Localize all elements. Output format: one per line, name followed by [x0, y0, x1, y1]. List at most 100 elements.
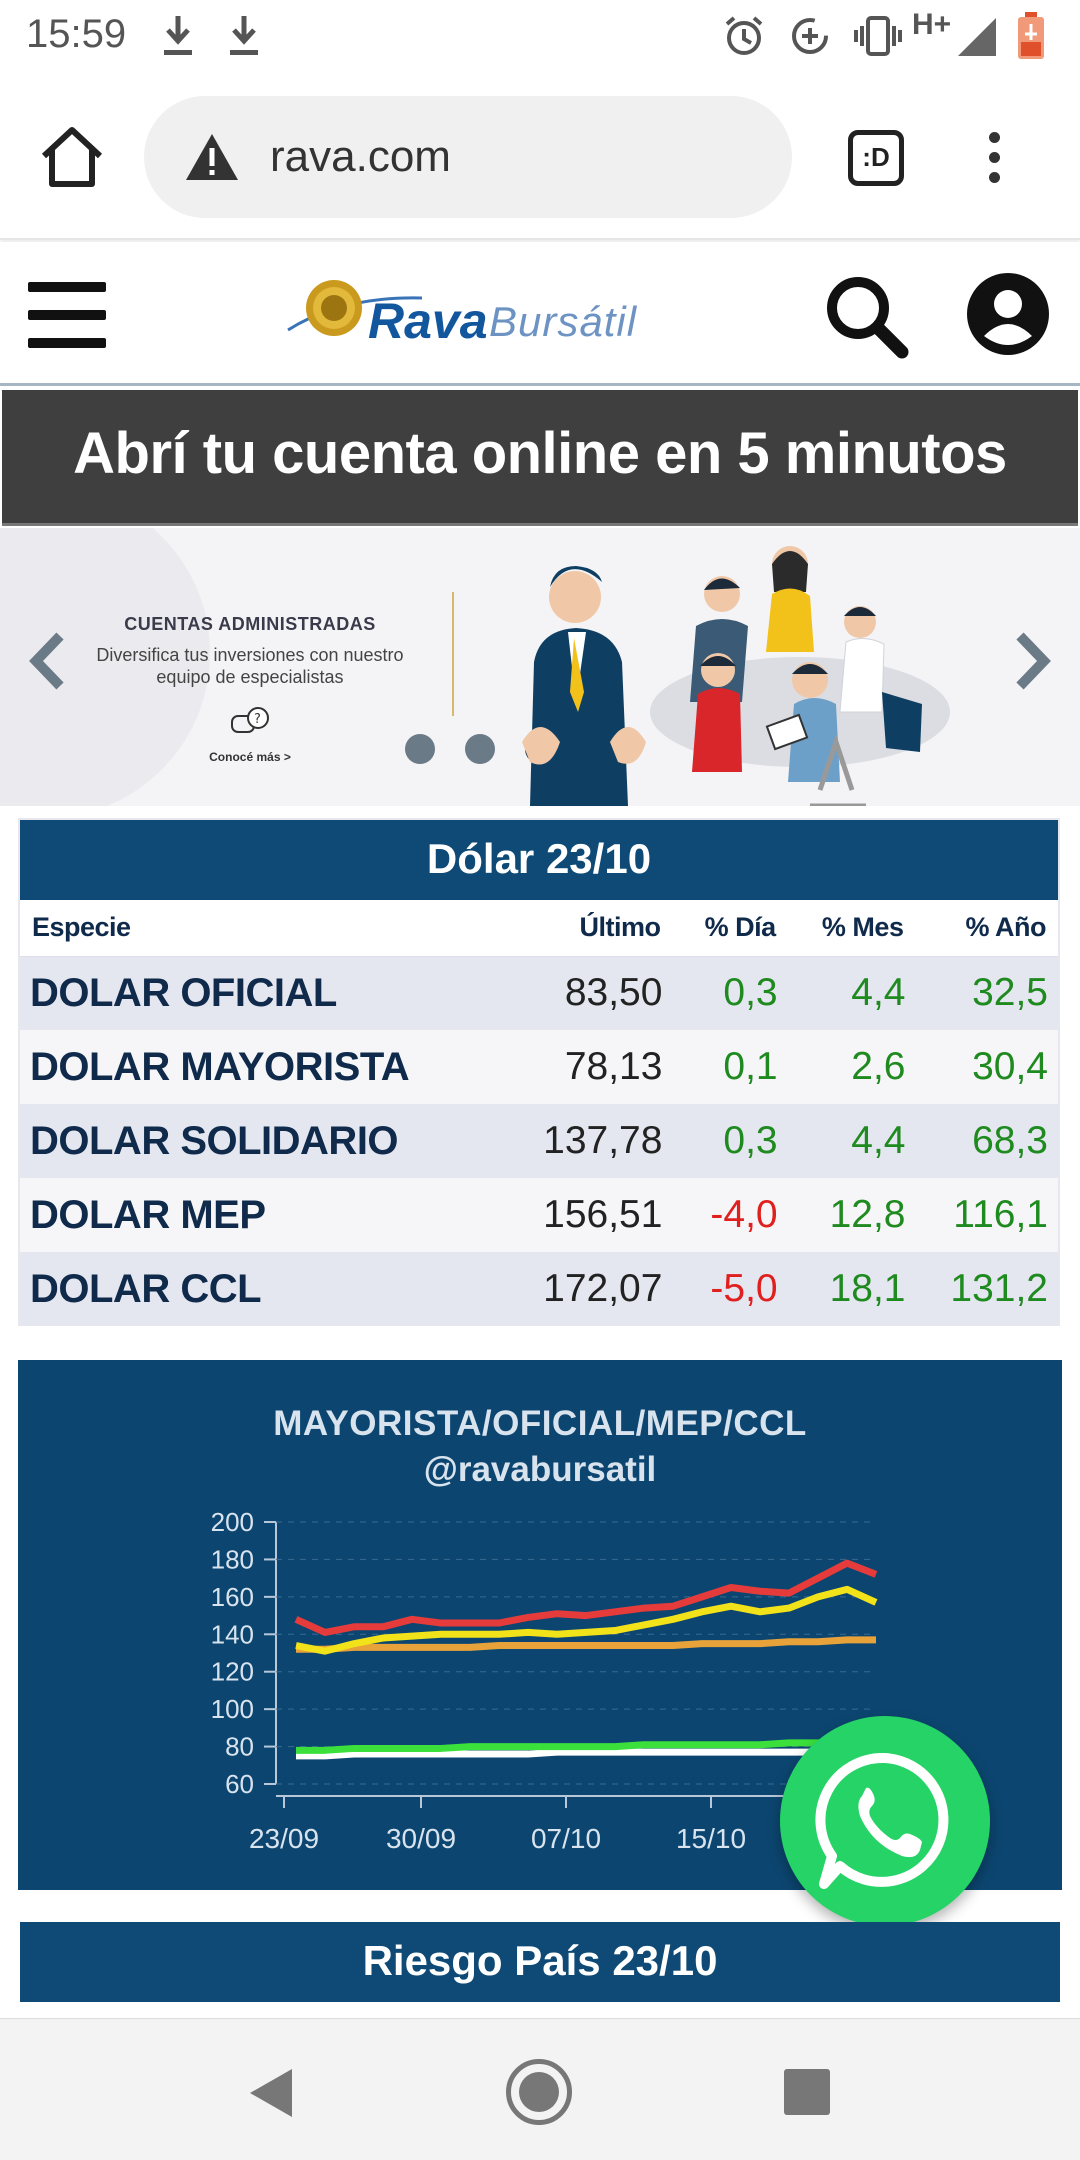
address-bar[interactable]: rava.com: [144, 96, 792, 218]
row-name[interactable]: DOLAR MAYORISTA: [20, 1030, 504, 1104]
carousel-dot-1[interactable]: [405, 734, 435, 764]
table-header-row: Especie Último % Día % Mes % Año: [20, 900, 1058, 957]
chart-y-tick-label: 160: [211, 1582, 254, 1612]
col-ultimo[interactable]: Último: [503, 900, 673, 957]
status-time: 15:59: [26, 12, 127, 56]
carousel-description: Diversifica tus inversiones con nuestro …: [96, 645, 404, 687]
chart-x-tick-label: 15/10: [676, 1823, 746, 1854]
row-last: 78,13: [503, 1030, 673, 1104]
chart-title: MAYORISTA/OFICIAL/MEP/CCL: [273, 1404, 807, 1443]
chart-y-tick-label: 60: [225, 1769, 254, 1799]
promo-carousel[interactable]: CUENTAS ADMINISTRADAS Diversifica tus in…: [0, 528, 1080, 806]
download-icon: [164, 16, 192, 55]
chart-series-line-3: [296, 1737, 876, 1754]
whatsapp-icon: [815, 1752, 949, 1889]
chart-series-line-0: [294, 1559, 878, 1636]
row-month: 2,6: [787, 1030, 916, 1104]
row-name[interactable]: DOLAR SOLIDARIO: [20, 1104, 504, 1178]
tab-switcher-button[interactable]: :D: [848, 130, 904, 186]
col-mes[interactable]: % Mes: [787, 900, 916, 957]
carousel-prev-arrow-icon[interactable]: [24, 626, 70, 696]
row-year: 32,5: [915, 956, 1058, 1030]
logo-rava-text: Rava: [368, 293, 488, 349]
usd-quotes-table: Especie Último % Día % Mes % Año DOLAR O…: [20, 900, 1058, 1326]
row-name[interactable]: DOLAR OFICIAL: [20, 956, 504, 1030]
alarm-icon: [725, 16, 763, 55]
recent-apps-icon[interactable]: [784, 2069, 830, 2115]
row-day: -5,0: [672, 1252, 788, 1326]
col-especie[interactable]: Especie: [20, 900, 504, 957]
rava-bursatil-logo[interactable]: Rava Bursátil: [282, 278, 642, 358]
user-account-icon[interactable]: [966, 272, 1050, 356]
table-row[interactable]: DOLAR SOLIDARIO 137,78 0,3 4,4 68,3: [20, 1104, 1058, 1178]
chart-y-tick-label: 200: [211, 1507, 254, 1537]
chart-x-tick-label: 23/09: [249, 1823, 319, 1854]
row-year: 116,1: [915, 1178, 1058, 1252]
site-header: Rava Bursátil: [0, 242, 1080, 386]
status-bar: 15:59 H+: [0, 0, 1080, 72]
chart-y-tick-label: 80: [225, 1732, 254, 1762]
usd-table-title: Dólar 23/10: [20, 820, 1058, 900]
chart-y-tick-label: 140: [211, 1619, 254, 1649]
chart-series-line-2: [296, 1636, 876, 1653]
team-meeting-illustration: [522, 546, 950, 806]
country-risk-card: Riesgo País 23/10: [20, 1922, 1060, 2032]
back-icon[interactable]: [246, 2065, 296, 2121]
browser-toolbar: rava.com :D: [0, 72, 1080, 240]
promo-text[interactable]: Abrí tu cuenta online en 5 minutos: [73, 421, 1007, 486]
url-text[interactable]: rava.com: [270, 132, 451, 181]
fx-line-chart: 60 80 100 120 140 160 180 200 23/09 30/09 07/10 15/…: [211, 1507, 878, 1854]
carousel-next-arrow-icon[interactable]: [1010, 626, 1056, 696]
col-ano[interactable]: % Año: [915, 900, 1058, 957]
row-day: -4,0: [672, 1178, 788, 1252]
chat-question-icon: ?: [231, 707, 269, 733]
carousel-divider: [452, 592, 454, 716]
row-year: 131,2: [915, 1252, 1058, 1326]
row-month: 18,1: [787, 1252, 916, 1326]
warning-icon[interactable]: [184, 132, 240, 182]
download-icon: [230, 16, 258, 55]
country-risk-title: Riesgo País 23/10: [20, 1922, 1060, 2002]
row-month: 4,4: [787, 1104, 916, 1178]
open-account-banner[interactable]: Abrí tu cuenta online en 5 minutos: [2, 390, 1078, 526]
carousel-title: CUENTAS ADMINISTRADAS: [124, 614, 376, 634]
chart-y-tick-label: 180: [211, 1544, 254, 1574]
row-last: 83,50: [503, 956, 673, 1030]
battery-low-icon: [1018, 12, 1044, 59]
table-row[interactable]: DOLAR MAYORISTA 78,13 0,1 2,6 30,4: [20, 1030, 1058, 1104]
chart-series-line-4: [296, 1746, 876, 1760]
row-year: 68,3: [915, 1104, 1058, 1178]
table-row[interactable]: DOLAR CCL 172,07 -5,0 18,1 131,2: [20, 1252, 1058, 1326]
browser-menu-icon[interactable]: [982, 128, 1006, 192]
row-day: 0,1: [672, 1030, 788, 1104]
hamburger-menu-icon[interactable]: [28, 282, 106, 348]
vibrate-icon: [854, 16, 902, 56]
logo-bursatil-text: Bursátil: [489, 298, 638, 345]
row-day: 0,3: [672, 956, 788, 1030]
table-row[interactable]: DOLAR MEP 156,51 -4,0 12,8 116,1: [20, 1178, 1058, 1252]
chart-series-line-1: [295, 1585, 878, 1655]
data-saver-icon: [792, 18, 828, 54]
row-name[interactable]: DOLAR CCL: [20, 1252, 504, 1326]
carousel-dot-2[interactable]: [465, 734, 495, 764]
row-month: 12,8: [787, 1178, 916, 1252]
whatsapp-button[interactable]: [780, 1716, 990, 1926]
row-year: 30,4: [915, 1030, 1058, 1104]
search-icon[interactable]: [822, 272, 910, 360]
carousel-link[interactable]: Conocé más >: [209, 750, 291, 764]
home-nav-icon[interactable]: [506, 2059, 572, 2125]
row-last: 137,78: [503, 1104, 673, 1178]
chart-x-tick-label: 30/09: [386, 1823, 456, 1854]
logo-coin-icon: [287, 280, 423, 336]
chart-y-tick-label: 120: [211, 1657, 254, 1687]
home-icon[interactable]: [38, 124, 106, 192]
table-row[interactable]: DOLAR OFICIAL 83,50 0,3 4,4 32,5: [20, 956, 1058, 1030]
chart-y-tick-label: 100: [211, 1694, 254, 1724]
svg-text:?: ?: [254, 712, 261, 727]
signal-icon: [958, 18, 996, 56]
chart-subtitle: @ravabursatil: [423, 1450, 657, 1489]
row-name[interactable]: DOLAR MEP: [20, 1178, 504, 1252]
row-day: 0,3: [672, 1104, 788, 1178]
chart-x-tick-label: 07/10: [531, 1823, 601, 1854]
col-dia[interactable]: % Día: [672, 900, 788, 957]
